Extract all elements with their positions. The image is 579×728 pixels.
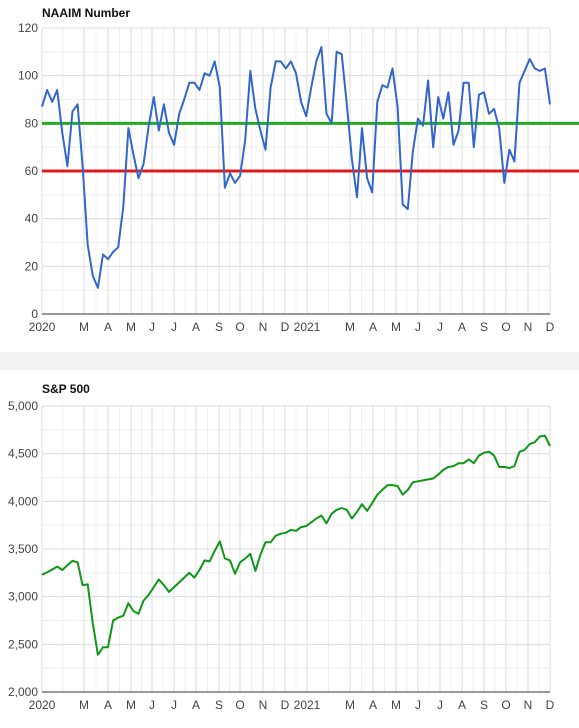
x-tick-label: M [126, 698, 136, 712]
x-tick-label: J [171, 698, 177, 712]
x-tick-label: M [391, 320, 401, 334]
x-tick-label: D [546, 320, 555, 334]
x-tick-label: O [501, 698, 510, 712]
series-line [41, 434, 551, 656]
panel-divider [0, 352, 579, 370]
x-tick-label: J [415, 698, 421, 712]
x-tick-label: N [259, 698, 268, 712]
y-tick-label: 4,000 [8, 494, 38, 508]
x-tick-label: A [369, 698, 377, 712]
y-tick-label: 2,000 [8, 685, 38, 699]
y-tick-label: 60 [25, 164, 39, 178]
x-tick-label: O [501, 320, 510, 334]
sp500-chart-panel: S&P 500 2,000 2,500 3,000 3,500 4,000 4,500 5,… [0, 370, 579, 728]
y-tick-label: 0 [31, 307, 38, 321]
y-tick-label: 120 [18, 21, 38, 35]
x-tick-label: 2020 [29, 320, 56, 334]
chart-title: NAAIM Number [42, 6, 131, 20]
series-line [41, 46, 551, 289]
x-tick-label: D [546, 698, 555, 712]
x-tick-label: 2020 [29, 698, 56, 712]
y-tick-label: 80 [25, 116, 39, 130]
y-tick-label: 100 [18, 69, 38, 83]
x-tick-label: N [524, 320, 533, 334]
x-tick-label: A [192, 320, 200, 334]
y-tick-label: 2,500 [8, 637, 38, 651]
chart-title: S&P 500 [42, 382, 90, 396]
x-tick-label: O [235, 698, 244, 712]
x-tick-label: 2021 [294, 320, 321, 334]
x-tick-label: M [79, 698, 89, 712]
y-tick-label: 20 [25, 259, 39, 273]
x-tick-label: M [126, 320, 136, 334]
naaim-chart-panel: NAAIM Number 0 20 40 60 80 100 120 2020 M A M J J A S O… [0, 0, 579, 352]
x-tick-label: A [104, 698, 112, 712]
x-tick-label: N [524, 698, 533, 712]
x-tick-label: J [437, 320, 443, 334]
x-tick-label: M [79, 320, 89, 334]
x-tick-label: N [259, 320, 268, 334]
sp500-chart: 2,000 2,500 3,000 3,500 4,000 4,500 5,000 2020 M… [8, 399, 555, 712]
x-tick-label: A [104, 320, 112, 334]
x-tick-label: O [235, 320, 244, 334]
x-tick-label: A [369, 320, 377, 334]
x-tick-label: D [281, 698, 290, 712]
x-tick-label: J [149, 698, 155, 712]
x-tick-label: J [171, 320, 177, 334]
y-tick-label: 40 [25, 212, 39, 226]
x-tick-label: S [215, 320, 223, 334]
x-tick-label: S [480, 698, 488, 712]
x-tick-label: J [149, 320, 155, 334]
x-tick-label: J [437, 698, 443, 712]
x-tick-label: A [458, 698, 466, 712]
y-tick-label: 3,500 [8, 542, 38, 556]
y-tick-label: 3,000 [8, 590, 38, 604]
x-tick-label: M [391, 698, 401, 712]
x-tick-label: A [458, 320, 466, 334]
x-tick-label: S [480, 320, 488, 334]
x-tick-label: S [215, 698, 223, 712]
x-tick-label: M [345, 698, 355, 712]
y-tick-label: 4,500 [8, 447, 38, 461]
y-tick-label: 5,000 [8, 399, 38, 413]
x-tick-label: J [415, 320, 421, 334]
x-tick-label: A [192, 698, 200, 712]
x-tick-label: M [345, 320, 355, 334]
x-tick-label: D [281, 320, 290, 334]
x-tick-label: 2021 [294, 698, 321, 712]
